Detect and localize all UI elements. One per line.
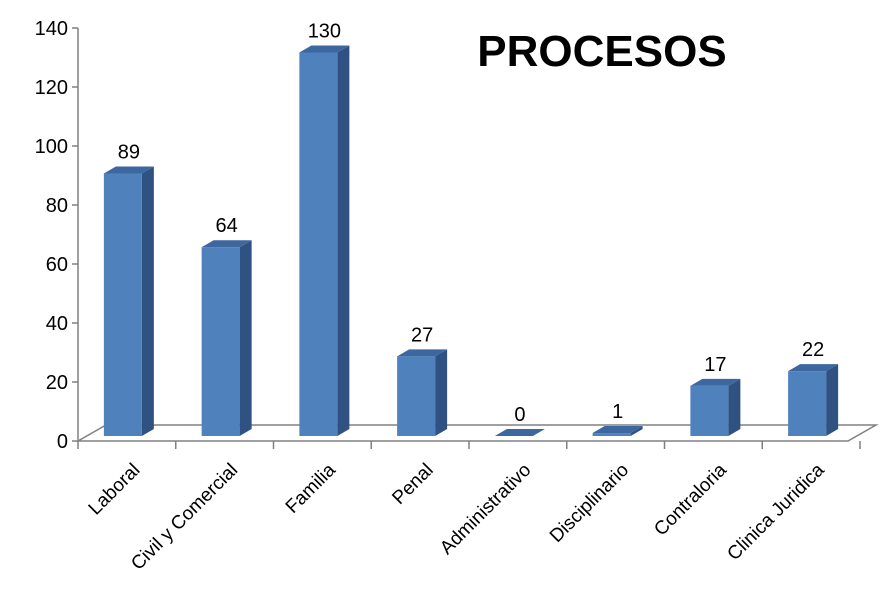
chart-floor (75, 424, 879, 442)
bar-top (103, 166, 154, 174)
bar (103, 166, 154, 436)
bar-top (299, 45, 350, 53)
bar (592, 426, 643, 436)
y-tick-label: 120 (35, 77, 68, 99)
data-label: 89 (118, 141, 140, 163)
bar (299, 45, 350, 436)
bar-front (397, 356, 436, 436)
floor-plane (75, 424, 879, 442)
bar (397, 349, 448, 436)
bar-side (337, 45, 350, 436)
bar-front (201, 247, 240, 436)
bar-front (299, 52, 338, 436)
data-label: 1 (612, 401, 623, 423)
category-label: Contraloria (650, 459, 731, 540)
bars (103, 45, 839, 436)
bar-front (592, 433, 631, 436)
data-label: 130 (308, 21, 341, 43)
bar (201, 240, 252, 436)
y-tick-label: 20 (46, 372, 68, 394)
category-label: Clinica Juridica (723, 459, 829, 565)
data-label: 0 (514, 404, 525, 426)
bar-top (494, 429, 545, 436)
bar-top (690, 378, 741, 386)
bar-side (141, 166, 154, 436)
category-label: Familia (282, 459, 340, 517)
data-label: 27 (411, 324, 433, 346)
category-label: Administrativo (436, 460, 535, 559)
y-tick-label: 100 (35, 136, 68, 158)
bar-side (630, 426, 643, 436)
y-axis: 0 20 40 60 80 100 120 140 (35, 18, 861, 453)
bar-front (788, 371, 827, 436)
y-tick-label: 0 (57, 431, 68, 453)
category-label: Disciplinario (546, 460, 633, 547)
bar (494, 429, 545, 436)
bar (788, 364, 839, 436)
bar (690, 378, 741, 436)
data-label: 22 (802, 339, 824, 361)
data-labels: 89 64 130 27 0 1 17 22 (118, 21, 825, 427)
bar-top (201, 240, 252, 248)
category-label: Civil y Comercial (127, 460, 242, 575)
category-label: Laboral (85, 460, 145, 520)
bar-top (788, 364, 839, 372)
y-tick-label: 40 (46, 313, 68, 335)
bar-side (826, 364, 839, 436)
bar-side (239, 240, 252, 436)
bar-top (397, 349, 448, 357)
bar-front (103, 173, 142, 436)
bar-top (592, 426, 643, 434)
bar-side (728, 378, 741, 436)
y-tick-label: 80 (46, 195, 68, 217)
bar-front (690, 385, 729, 436)
data-label: 17 (704, 354, 726, 376)
bar-side (435, 349, 448, 436)
chart-title: PROCESOS (477, 27, 726, 76)
category-label: Penal (388, 460, 437, 509)
data-label: 64 (216, 215, 238, 237)
y-tick-label: 60 (46, 254, 68, 276)
y-tick-label: 140 (35, 18, 68, 40)
